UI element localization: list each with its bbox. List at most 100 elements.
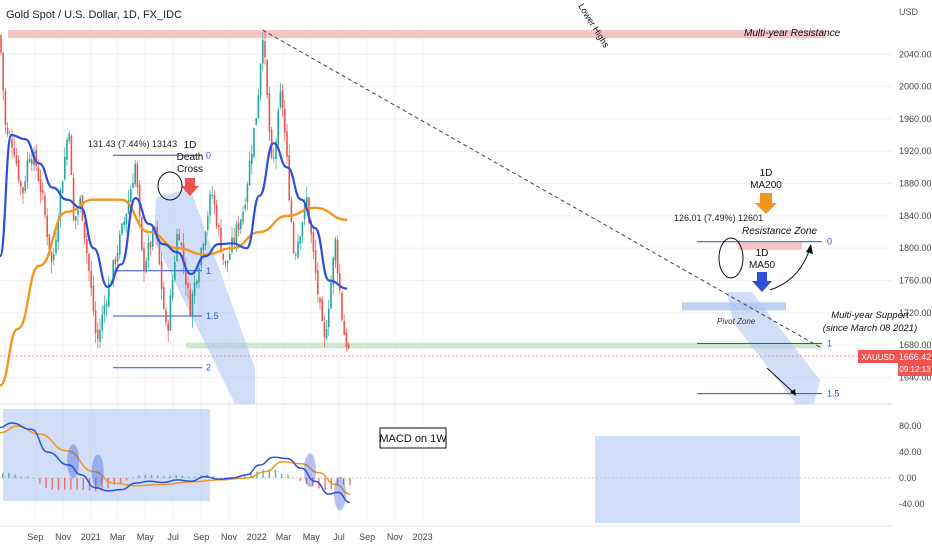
macd-histogram-bar xyxy=(82,477,84,490)
macd-tick-label: 40.00 xyxy=(899,447,922,457)
macd-histogram-bar xyxy=(250,473,252,478)
candle-body xyxy=(224,261,227,264)
macd-histogram-bar xyxy=(188,476,190,478)
candle-body xyxy=(132,182,134,188)
candle-body xyxy=(187,283,189,289)
ma50-line xyxy=(0,133,348,290)
candle-body xyxy=(123,221,125,226)
candle-body xyxy=(198,268,200,283)
candle-body xyxy=(262,39,264,64)
candle-body xyxy=(143,248,145,271)
candle-body xyxy=(57,220,59,242)
candle-body xyxy=(20,181,22,187)
time-tick-label: 2021 xyxy=(81,532,101,542)
fibonacci-levels xyxy=(113,154,822,395)
pivot-zone-label: Pivot Zone xyxy=(717,317,756,326)
time-tick-label: Nov xyxy=(55,532,72,542)
candle-body xyxy=(160,261,163,290)
candle-body xyxy=(13,147,15,156)
candle-body xyxy=(4,91,7,125)
time-tick-label: Jul xyxy=(333,532,345,542)
macd-histogram-bar xyxy=(107,477,109,489)
candle-body xyxy=(235,224,238,243)
candle-body xyxy=(50,252,53,263)
time-tick-label: Nov xyxy=(221,532,238,542)
candle-body xyxy=(347,344,350,349)
candle-body xyxy=(53,254,55,260)
macd-histogram-bar xyxy=(126,477,128,481)
time-tick-label: Jul xyxy=(167,532,179,542)
macd-histogram-bar xyxy=(262,469,264,478)
macd-histogram-bar xyxy=(51,477,53,490)
candle-body xyxy=(22,187,24,194)
rebound-arrowhead-icon xyxy=(806,244,813,254)
candle-body xyxy=(301,222,304,237)
macd-histogram-bar xyxy=(76,477,78,490)
candle-body xyxy=(24,181,26,192)
candle-body xyxy=(147,242,150,261)
macd-histogram-bar xyxy=(150,474,153,478)
time-tick-label: Sep xyxy=(359,532,375,542)
macd-cross-marker xyxy=(333,476,346,511)
macd-histogram-bar xyxy=(14,474,16,478)
death-cross-label-1: 1D xyxy=(184,140,197,151)
rebound-arrow-icon xyxy=(769,247,811,291)
ma200-arrow-icon xyxy=(755,193,777,214)
time-tick-label: 2022 xyxy=(247,532,267,542)
candle-body xyxy=(112,259,114,283)
candle-body xyxy=(244,204,246,209)
ma50-label-2: MA50 xyxy=(749,260,776,271)
candle-body xyxy=(145,261,147,272)
decline-arrow-icon xyxy=(766,367,795,394)
candle-body xyxy=(319,297,321,303)
fib-right-level-1-5: 1.5 xyxy=(827,389,840,399)
candle-body xyxy=(178,234,180,241)
candle-body xyxy=(345,332,348,347)
macd-histogram-bar xyxy=(70,477,72,490)
last-price-tag xyxy=(898,350,932,376)
candle-body xyxy=(229,253,231,260)
candle-body xyxy=(273,157,275,159)
candle-body xyxy=(156,226,158,240)
macd-histogram-bar xyxy=(175,475,177,478)
death-cross-label-3: Cross xyxy=(177,164,203,175)
macd-histogram-bar xyxy=(169,475,171,478)
candle-body xyxy=(226,260,229,263)
macd-histogram-bar xyxy=(324,477,326,490)
candle-body xyxy=(134,163,136,185)
macd-histogram-bar xyxy=(8,473,10,478)
candle-body xyxy=(268,93,271,133)
candle-body xyxy=(336,240,339,274)
candle-body xyxy=(83,221,86,239)
macd-histogram-bar xyxy=(336,477,339,485)
macd-histogram-bar xyxy=(57,477,60,490)
macd-histogram-bar xyxy=(45,477,47,488)
candle-body xyxy=(61,181,64,194)
time-axis: Sep Nov 2021 Mar May Jul Sep Nov 2022 Mar May Jul Se… xyxy=(27,532,432,542)
candle-body xyxy=(75,216,77,221)
candle-body xyxy=(189,289,191,317)
ma200-label-1: 1D xyxy=(760,168,773,179)
macd-tick-label: 0.00 xyxy=(899,473,917,483)
macd-histogram-bar xyxy=(343,477,345,485)
candle-body xyxy=(279,91,282,108)
candle-body xyxy=(253,128,255,157)
macd-histogram-bar xyxy=(268,469,270,478)
candle-body xyxy=(220,227,222,253)
ma50-arrow-icon xyxy=(752,272,772,292)
candle-body xyxy=(215,204,218,227)
candle-body xyxy=(149,242,152,248)
time-tick-label: Mar xyxy=(110,532,126,542)
macd-histogram-bar xyxy=(113,477,115,485)
candle-body xyxy=(163,286,165,310)
candle-body xyxy=(288,155,290,201)
candle-body xyxy=(233,237,235,242)
macd-cross-markers xyxy=(67,444,346,511)
multi-year-support-band xyxy=(186,342,822,349)
price-tick-label: 1720.00 xyxy=(899,308,932,318)
candle-body xyxy=(240,219,242,230)
candle-body xyxy=(174,261,176,280)
candle-body xyxy=(86,238,88,254)
candle-body xyxy=(17,160,20,181)
